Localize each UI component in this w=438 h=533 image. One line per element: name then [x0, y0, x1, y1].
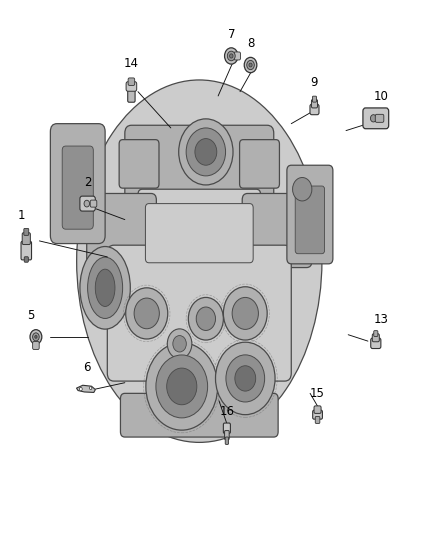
FancyBboxPatch shape: [314, 406, 321, 414]
FancyBboxPatch shape: [371, 338, 381, 349]
Text: 14: 14: [124, 58, 139, 70]
Ellipse shape: [95, 269, 115, 306]
Circle shape: [226, 355, 265, 402]
Ellipse shape: [80, 246, 131, 329]
FancyBboxPatch shape: [22, 233, 30, 245]
Text: 5: 5: [27, 309, 34, 322]
Circle shape: [35, 335, 37, 338]
Circle shape: [84, 200, 90, 207]
Circle shape: [244, 58, 257, 72]
FancyBboxPatch shape: [21, 241, 32, 260]
Circle shape: [230, 54, 233, 58]
Text: 7: 7: [227, 28, 235, 41]
Circle shape: [167, 368, 197, 405]
FancyBboxPatch shape: [107, 245, 291, 381]
FancyBboxPatch shape: [125, 125, 274, 213]
FancyBboxPatch shape: [24, 257, 28, 262]
FancyBboxPatch shape: [90, 200, 97, 207]
Circle shape: [146, 343, 218, 430]
Circle shape: [235, 366, 256, 391]
Circle shape: [89, 387, 92, 390]
Text: 10: 10: [374, 91, 389, 103]
Text: 8: 8: [247, 37, 254, 50]
Circle shape: [247, 60, 254, 70]
Circle shape: [227, 51, 235, 61]
Circle shape: [30, 329, 42, 344]
Text: 13: 13: [374, 313, 389, 326]
Ellipse shape: [77, 80, 322, 442]
FancyBboxPatch shape: [128, 87, 135, 102]
FancyBboxPatch shape: [287, 165, 333, 264]
FancyBboxPatch shape: [240, 140, 279, 188]
Circle shape: [249, 63, 252, 67]
FancyBboxPatch shape: [295, 186, 325, 254]
Circle shape: [223, 287, 267, 340]
FancyBboxPatch shape: [315, 416, 320, 423]
FancyBboxPatch shape: [32, 342, 39, 350]
FancyBboxPatch shape: [310, 104, 319, 115]
Polygon shape: [77, 385, 95, 392]
FancyBboxPatch shape: [312, 96, 317, 102]
FancyBboxPatch shape: [128, 78, 135, 85]
Ellipse shape: [88, 257, 123, 318]
Text: 2: 2: [84, 176, 92, 189]
FancyBboxPatch shape: [225, 437, 229, 445]
Circle shape: [156, 355, 208, 418]
Text: 15: 15: [310, 387, 325, 400]
FancyBboxPatch shape: [372, 334, 379, 342]
FancyBboxPatch shape: [126, 82, 137, 91]
FancyBboxPatch shape: [62, 146, 93, 229]
FancyBboxPatch shape: [225, 431, 229, 440]
Text: 1: 1: [17, 209, 25, 222]
Circle shape: [134, 298, 159, 329]
Circle shape: [126, 288, 168, 339]
Circle shape: [215, 342, 275, 415]
Circle shape: [225, 48, 238, 64]
FancyBboxPatch shape: [234, 52, 240, 60]
Circle shape: [167, 329, 192, 359]
FancyBboxPatch shape: [24, 229, 29, 236]
Circle shape: [186, 128, 226, 176]
Circle shape: [32, 333, 39, 341]
FancyBboxPatch shape: [223, 423, 230, 433]
FancyBboxPatch shape: [50, 124, 105, 244]
Circle shape: [173, 336, 186, 352]
FancyBboxPatch shape: [242, 193, 312, 268]
FancyBboxPatch shape: [87, 193, 156, 268]
Circle shape: [179, 119, 233, 185]
Text: 16: 16: [219, 405, 234, 418]
Circle shape: [196, 307, 215, 330]
FancyBboxPatch shape: [311, 100, 318, 108]
FancyBboxPatch shape: [145, 204, 253, 263]
Text: 6: 6: [83, 361, 91, 374]
Circle shape: [293, 177, 312, 201]
Text: 9: 9: [311, 76, 318, 89]
FancyBboxPatch shape: [80, 196, 95, 211]
FancyBboxPatch shape: [363, 108, 389, 128]
Circle shape: [79, 387, 82, 391]
Circle shape: [232, 297, 258, 329]
FancyBboxPatch shape: [374, 330, 378, 336]
Circle shape: [195, 139, 217, 165]
FancyBboxPatch shape: [138, 189, 261, 243]
Circle shape: [371, 115, 376, 122]
Circle shape: [188, 297, 223, 340]
FancyBboxPatch shape: [313, 410, 322, 419]
FancyBboxPatch shape: [375, 114, 384, 122]
FancyBboxPatch shape: [120, 393, 278, 437]
FancyBboxPatch shape: [119, 140, 159, 188]
